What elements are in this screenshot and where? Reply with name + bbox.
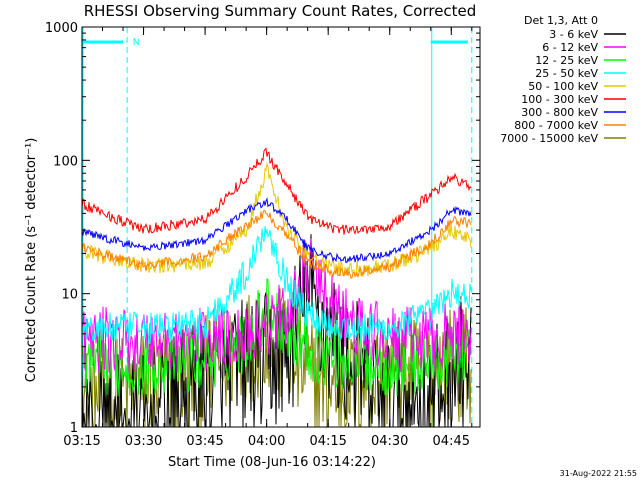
y-tick-label: 10 — [61, 288, 78, 303]
series-line — [81, 234, 472, 428]
series-line — [81, 147, 472, 236]
series-line — [81, 209, 472, 279]
legend-entry-label: 7000 - 15000 keV — [500, 132, 598, 145]
y-tick-label: 1 — [70, 421, 78, 436]
series-line — [81, 226, 472, 344]
y-tick-label: 100 — [53, 154, 78, 169]
x-axis-label: Start Time (08-Jun-16 03:14:22) — [168, 455, 376, 470]
legend-entry-label: 6 - 12 keV — [542, 41, 598, 54]
y-axis-label: Corrected Count Rate (s⁻¹ detector⁻¹) — [24, 138, 39, 383]
plot-frame — [81, 26, 481, 428]
x-tick-label: 03:30 — [125, 434, 162, 449]
series-line — [81, 197, 472, 264]
x-tick-label: 03:45 — [186, 434, 223, 449]
series-line — [81, 161, 472, 278]
x-tick-label: 04:30 — [371, 434, 408, 449]
y-axis: 1 10 100 1000 — [45, 21, 480, 436]
legend-entry-label: 50 - 100 keV — [528, 80, 598, 93]
x-tick-label: 04:45 — [433, 434, 470, 449]
annotation-label: N — [133, 38, 140, 48]
y-tick-label: 1000 — [45, 21, 78, 36]
legend-entry-label: 25 - 50 keV — [535, 67, 598, 80]
footer-timestamp: 31-Aug-2022 21:55 — [560, 469, 637, 478]
series-line — [81, 238, 472, 373]
legend-entry-label: 100 - 300 keV — [521, 93, 598, 106]
legend-entry-label: 300 - 800 keV — [521, 106, 598, 119]
legend-entry-label: 800 - 7000 keV — [514, 119, 598, 132]
x-tick-label: 03:15 — [63, 434, 100, 449]
legend-entry-label: 12 - 25 keV — [535, 54, 598, 67]
plot-area: N — [81, 26, 481, 429]
legend-entry-label: 3 - 6 keV — [549, 28, 598, 41]
legend-header: Det 1,3, Att 0 — [524, 14, 598, 27]
x-tick-label: 04:15 — [309, 434, 346, 449]
x-tick-label: 04:00 — [248, 434, 285, 449]
chart-title: RHESSI Observing Summary Count Rates, Co… — [84, 2, 477, 20]
x-axis: 03:15 03:30 03:45 04:00 04:15 04:30 04:45 — [63, 27, 473, 449]
